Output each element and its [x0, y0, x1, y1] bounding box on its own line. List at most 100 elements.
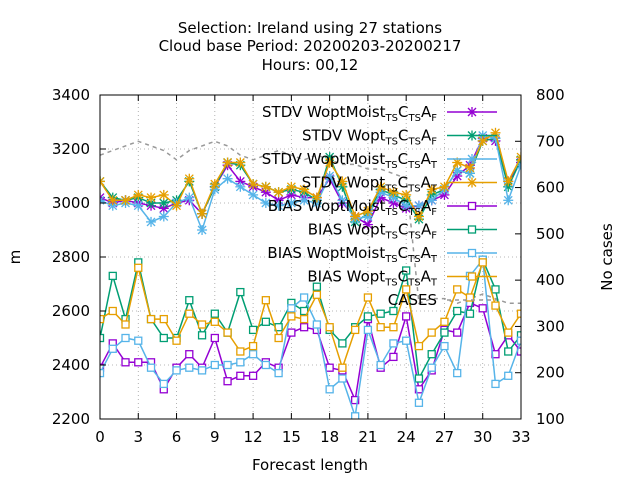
- data-point: [134, 358, 143, 367]
- data-point: [325, 385, 334, 394]
- x-tick-label: 24: [397, 428, 416, 446]
- data-point: [516, 309, 521, 318]
- data-point: [235, 157, 246, 168]
- data-point: [312, 282, 322, 291]
- data-point: [414, 341, 424, 351]
- data-point: [209, 179, 220, 190]
- data-point: [426, 195, 437, 206]
- data-point: [274, 333, 283, 343]
- data-point: [210, 333, 219, 343]
- data-point: [158, 211, 169, 222]
- data-point: [299, 184, 310, 195]
- x-tick-label: 18: [320, 428, 339, 446]
- series-line: [100, 140, 521, 305]
- data-point: [197, 331, 207, 340]
- data-point: [286, 181, 297, 192]
- data-point: [467, 154, 477, 164]
- y2-tick-label: 200: [536, 364, 565, 382]
- y-tick-label: 2200: [52, 410, 90, 428]
- data-point: [324, 157, 335, 168]
- data-point: [516, 336, 521, 345]
- data-point: [133, 189, 144, 200]
- data-point: [375, 181, 386, 192]
- x-tick-label: 33: [511, 428, 530, 446]
- data-point: [184, 192, 195, 203]
- data-point: [260, 198, 271, 208]
- data-point: [491, 285, 500, 294]
- data-point: [210, 317, 219, 326]
- data-point: [389, 323, 398, 332]
- data-point: [427, 328, 436, 337]
- series-layer: [100, 127, 521, 419]
- data-point: [478, 304, 487, 313]
- y-tick-label: 3400: [52, 86, 90, 104]
- data-point: [100, 333, 105, 343]
- series-7: [100, 258, 521, 372]
- data-point: [172, 366, 181, 375]
- data-point: [261, 360, 270, 370]
- data-point: [273, 187, 284, 198]
- data-point: [467, 201, 477, 211]
- data-point: [338, 339, 347, 348]
- data-point: [210, 360, 219, 370]
- data-point: [159, 333, 168, 343]
- data-point: [120, 195, 131, 206]
- data-point: [274, 368, 283, 378]
- series-3: [100, 127, 521, 222]
- y-axis-label: m: [6, 250, 24, 265]
- legend-label: STDV WoptTSCTSAF: [302, 127, 437, 148]
- data-point: [453, 328, 462, 337]
- data-point: [464, 162, 475, 173]
- y-tick-label: 3000: [52, 194, 90, 212]
- data-point: [426, 184, 437, 195]
- y-tick-label: 3200: [52, 140, 90, 158]
- data-point: [324, 171, 335, 181]
- data-point: [312, 290, 322, 299]
- data-point: [185, 350, 194, 359]
- data-point: [401, 200, 412, 211]
- data-point: [223, 377, 232, 386]
- data-point: [286, 198, 297, 208]
- data-point: [121, 358, 130, 367]
- x-tick-label: 27: [435, 428, 454, 446]
- data-point: [248, 350, 258, 359]
- data-point: [299, 323, 309, 332]
- data-point: [363, 293, 373, 302]
- data-point: [467, 272, 477, 281]
- series-line: [100, 137, 521, 226]
- title-line-3: Hours: 00,12: [262, 56, 359, 74]
- data-point: [235, 181, 246, 192]
- data-point: [338, 363, 347, 372]
- data-point: [236, 347, 245, 356]
- title-line-2: Cloud base Period: 20200203-20200217: [159, 37, 462, 55]
- data-point: [338, 374, 347, 383]
- data-point: [108, 344, 117, 353]
- data-point: [440, 341, 449, 351]
- data-point: [236, 358, 245, 367]
- series-line: [100, 257, 521, 381]
- legend-label: STDV WoptMoistTSCTSAF: [262, 103, 437, 124]
- data-point: [146, 216, 157, 227]
- data-point: [223, 360, 232, 370]
- data-point: [504, 371, 513, 380]
- x-tick-label: 3: [133, 428, 143, 446]
- data-point: [376, 323, 385, 332]
- data-point: [389, 306, 398, 316]
- data-point: [389, 339, 398, 348]
- data-point: [478, 258, 487, 267]
- data-point: [453, 368, 462, 378]
- data-point: [146, 314, 156, 324]
- x-tick-label: 6: [172, 428, 182, 446]
- data-point: [363, 325, 373, 335]
- data-point: [261, 296, 270, 305]
- data-point: [223, 328, 232, 337]
- data-point: [100, 368, 105, 378]
- data-point: [503, 195, 514, 206]
- data-point: [363, 312, 373, 321]
- data-point: [158, 189, 169, 200]
- x-tick-label: 0: [95, 428, 105, 446]
- y2-axis: 100 200 300 400 500 600 700 800: [515, 86, 565, 428]
- data-point: [185, 296, 194, 305]
- data-point: [185, 363, 194, 372]
